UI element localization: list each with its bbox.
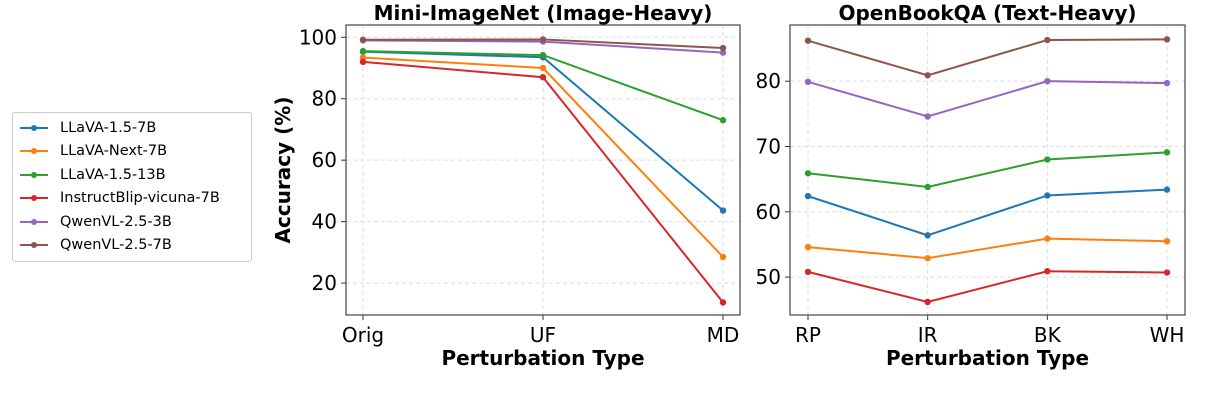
chart-title: OpenBookQA (Text-Heavy) [838, 1, 1136, 25]
x-axis-label: Perturbation Type [441, 346, 644, 370]
data-point [719, 253, 727, 261]
data-point [1044, 235, 1051, 242]
y-tick-label: 40 [312, 210, 337, 234]
legend-marker [20, 195, 48, 202]
series-line-QwenVL-2.5-3B [807, 80, 1168, 118]
y-tick-label: 80 [312, 87, 337, 111]
legend-item: QwenVL-2.5-3B [13, 210, 251, 234]
y-tick-label: 20 [312, 271, 337, 295]
data-point [924, 183, 931, 191]
data-point [719, 117, 727, 124]
x-axis-label: Perturbation Type [886, 346, 1089, 370]
series-line-LLaVA-Next-7B [362, 56, 724, 258]
legend-label: QwenVL-2.5-7B [60, 237, 172, 254]
x-tick-label: UF [530, 323, 556, 347]
legend-label: LLaVA-Next-7B [60, 143, 168, 160]
data-point [359, 47, 367, 55]
data-point [804, 37, 812, 44]
x-tick-label: WH [1150, 323, 1185, 347]
data-point [924, 254, 931, 262]
data-point [719, 49, 727, 56]
data-point [924, 72, 931, 79]
y-tick-label: 100 [299, 25, 337, 49]
chart-panel-1: 50 60 70 80 RP IR BK WH OpenBookQA (Text-Heavy) P… [756, 1, 1186, 370]
legend-item: QwenVL-2.5-7B [13, 234, 251, 258]
x-tick-label: Orig [342, 323, 384, 347]
data-point [539, 51, 547, 59]
chart-title: Mini-ImageNet (Image-Heavy) [374, 1, 713, 25]
data-point [804, 78, 812, 86]
plot-frame [789, 24, 1186, 316]
data-point [804, 243, 812, 251]
x-tick-label: BK [1034, 323, 1062, 347]
series-line-LLaVA-1.5-7B [807, 188, 1168, 237]
data-point [1044, 77, 1051, 85]
legend-item: InstructBlip-vicuna-7B [13, 187, 251, 211]
data-point [359, 58, 367, 66]
x-tick-label: MD [707, 323, 740, 347]
data-point [719, 207, 727, 214]
legend-marker [20, 171, 48, 178]
data-point [539, 36, 547, 43]
x-tick-label: IR [918, 323, 938, 347]
data-point [1044, 156, 1051, 163]
chart-panel-0: 20 40 60 80 100 Orig UF MD Mini-ImageNet (Image-… [271, 1, 741, 370]
data-point [804, 268, 812, 276]
series-line-QwenVL-2.5-7B [807, 38, 1168, 77]
legend-label: InstructBlip-vicuna-7B [60, 190, 220, 207]
data-point [539, 64, 547, 72]
data-point [804, 170, 812, 177]
legend-item: LLaVA-1.5-7B [13, 116, 251, 140]
legend-label: LLaVA-1.5-7B [60, 119, 157, 136]
y-axis-label: Accuracy (%) [271, 97, 295, 244]
data-point [539, 74, 547, 81]
y-tick-label: 70 [756, 134, 781, 158]
data-point [719, 44, 727, 52]
data-point [1163, 237, 1171, 245]
data-point [1044, 192, 1051, 199]
y-tick-label: 60 [312, 148, 337, 172]
data-point [924, 298, 931, 306]
series-line-InstructBlip-vicuna-7B [807, 270, 1168, 303]
legend-label: QwenVL-2.5-3B [60, 213, 172, 230]
data-point [924, 113, 931, 120]
data-point [1163, 269, 1171, 276]
data-point [924, 232, 931, 239]
plot-frame [345, 24, 741, 316]
legend-item: LLaVA-Next-7B [13, 140, 251, 164]
data-point [719, 299, 727, 306]
data-point [1163, 186, 1171, 193]
data-point [1044, 36, 1051, 44]
legend-marker [20, 242, 48, 249]
legend-marker [20, 218, 48, 225]
legend-marker [20, 148, 48, 155]
data-point [1163, 36, 1171, 43]
legend-marker [20, 124, 48, 131]
y-tick-label: 60 [756, 200, 781, 224]
x-tick-label: RP [795, 323, 821, 347]
y-tick-label: 50 [756, 265, 781, 289]
data-point [359, 36, 367, 43]
data-point [1163, 149, 1171, 156]
series-line-LLaVA-1.5-13B [807, 151, 1168, 188]
series-line-LLaVA-Next-7B [807, 237, 1168, 260]
data-point [804, 192, 812, 200]
legend: LLaVA-1.5-7B LLaVA-Next-7B LLaVA-1.5-13B In… [12, 112, 252, 262]
data-point [1163, 79, 1171, 87]
data-point [1044, 268, 1051, 275]
legend-item: LLaVA-1.5-13B [13, 163, 251, 187]
y-tick-label: 80 [756, 69, 781, 93]
legend-label: LLaVA-1.5-13B [60, 166, 166, 183]
